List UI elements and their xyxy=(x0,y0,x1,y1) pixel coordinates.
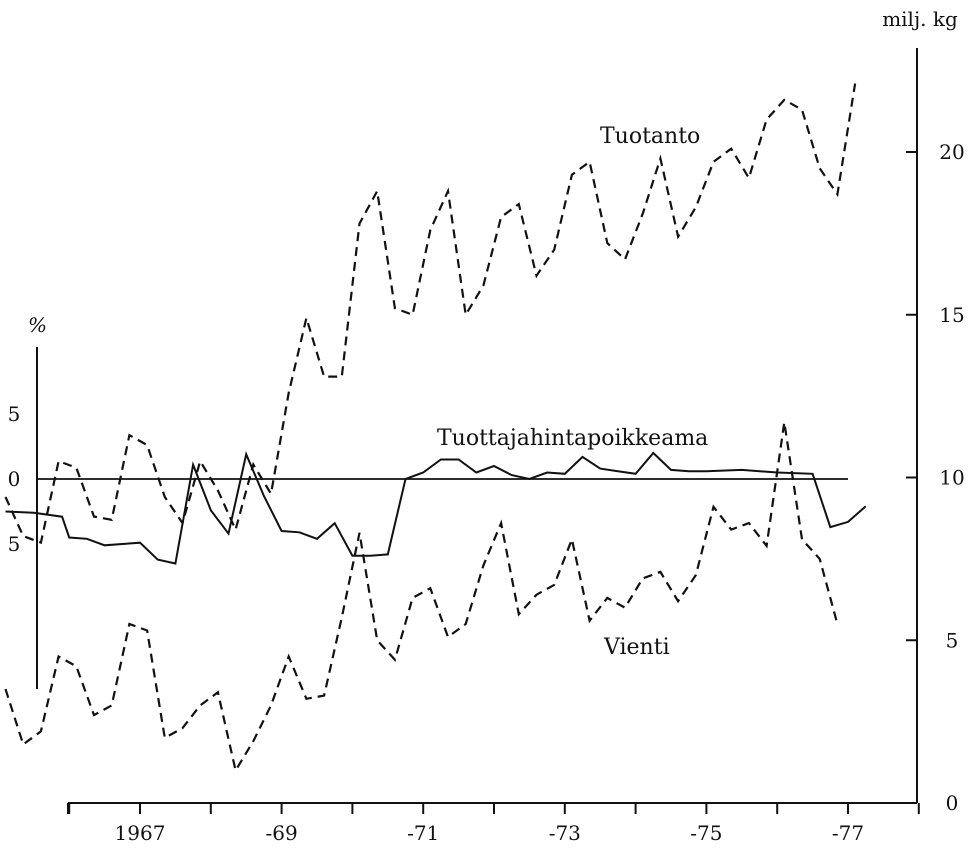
x-axis-tick-label: -73 xyxy=(549,821,581,845)
x-axis-tick-label: -75 xyxy=(690,821,722,845)
right-axis-unit-label: milj. kg xyxy=(882,7,958,31)
left-axis-tick-label: 5 xyxy=(8,402,21,426)
x-axis-tick-label: 1967 xyxy=(115,821,166,845)
left-axis-unit-label: % xyxy=(28,313,47,337)
x-axis-tick-label: -71 xyxy=(407,821,439,845)
series-label-tuottajahintapoikkeama: Tuottajahintapoikkeama xyxy=(437,426,708,451)
left-axis-tick-label: 5 xyxy=(8,532,21,556)
series-label-vienti: Vienti xyxy=(603,635,670,660)
series-line-tuottajahintapoikkeama xyxy=(5,451,867,565)
series-line-vienti xyxy=(4,422,839,774)
x-axis-tick-label: -69 xyxy=(265,821,297,845)
right-axis-ticks: 0 5 10 15 20 xyxy=(906,140,965,815)
left-axis-ticks: 5 0 5 xyxy=(8,402,21,556)
right-axis-tick-label: 0 xyxy=(946,791,959,815)
right-axis-tick-label: 20 xyxy=(939,140,964,164)
left-axis-tick-label: 0 xyxy=(8,467,21,491)
right-axis-tick-label: 15 xyxy=(939,303,964,327)
right-axis-tick-label: 5 xyxy=(946,628,959,652)
x-axis-tick-label: -77 xyxy=(832,821,864,845)
x-axis-ticks: 1967 -69 -71 -73 -75 -77 xyxy=(67,803,920,845)
series-line-tuotanto xyxy=(4,83,857,545)
right-axis-tick-label: 10 xyxy=(939,466,964,490)
series-label-tuotanto: Tuotanto xyxy=(600,124,700,149)
